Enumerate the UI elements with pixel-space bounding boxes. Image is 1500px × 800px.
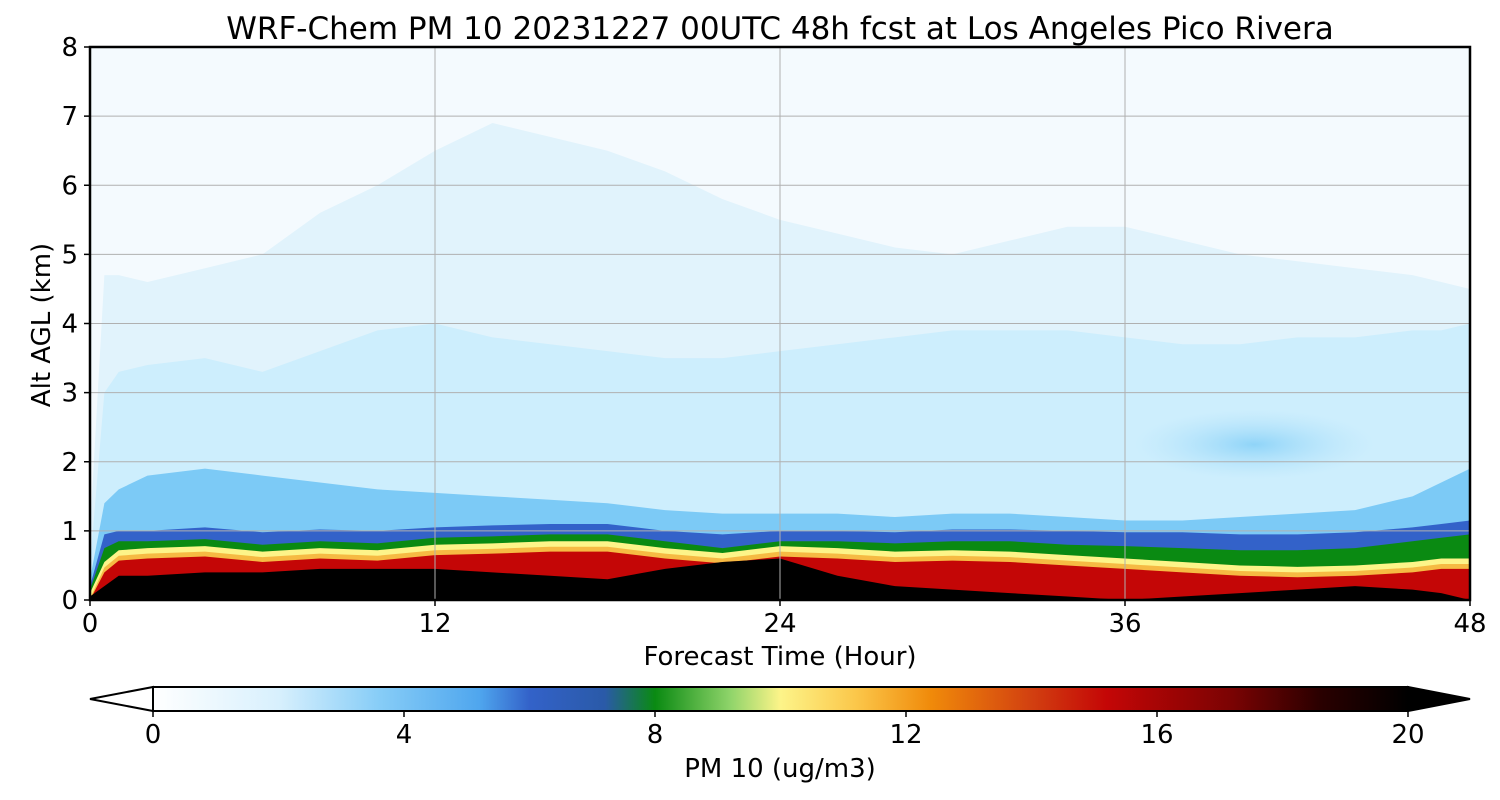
x-tick-label: 24	[763, 609, 796, 639]
colorbar-ticks: 0 4 8 12 16 20	[145, 711, 1425, 750]
colorbar: 0 4 8 12 16 20 PM 10 (ug/m3)	[89, 685, 1471, 784]
x-tick-label: 0	[82, 609, 99, 639]
colorbar-tick-label: 4	[396, 720, 413, 750]
plot-area	[88, 45, 1472, 602]
y-tick-label: 1	[61, 517, 78, 547]
colorbar-tick-label: 16	[1140, 720, 1173, 750]
y-tick-label: 2	[61, 448, 78, 478]
y-tick-label: 3	[61, 379, 78, 409]
elevated-pocket	[1134, 409, 1375, 480]
y-tick-label: 7	[61, 102, 78, 132]
x-tick-label: 48	[1453, 609, 1486, 639]
colorbar-extend-min	[89, 685, 154, 713]
y-tick-label: 0	[61, 586, 78, 616]
colorbar-tick-label: 12	[889, 720, 922, 750]
colorbar-extend-max	[1407, 685, 1471, 713]
x-tick-label: 12	[418, 609, 451, 639]
x-tick-label: 36	[1108, 609, 1141, 639]
colorbar-tick-label: 0	[145, 720, 162, 750]
y-axis-label: Alt AGL (km)	[27, 243, 57, 407]
x-axis-label: Forecast Time (Hour)	[643, 642, 916, 672]
colorbar-tick-label: 8	[647, 720, 664, 750]
colorbar-tick-label: 20	[1391, 720, 1424, 750]
x-axis-ticks: 0 12 24 36 48	[82, 600, 1487, 639]
colorbar-label: PM 10 (ug/m3)	[684, 754, 876, 784]
y-tick-label: 6	[61, 171, 78, 201]
colorbar-gradient	[152, 686, 1409, 712]
chart-title: WRF-Chem PM 10 20231227 00UTC 48h fcst a…	[226, 11, 1333, 47]
y-tick-label: 4	[61, 310, 78, 340]
y-tick-label: 8	[61, 33, 78, 63]
y-tick-label: 5	[61, 240, 78, 270]
y-axis-ticks: 0 1 2 3 4 5 6 7 8	[61, 33, 90, 616]
